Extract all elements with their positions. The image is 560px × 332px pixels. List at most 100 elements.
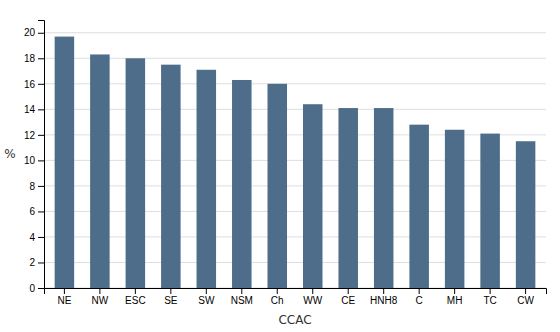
y-tick-label: 12 <box>24 130 36 141</box>
bars <box>55 37 536 288</box>
x-tick-mark <box>419 288 420 294</box>
x-tick-mark <box>277 288 278 294</box>
y-tick: 16 <box>24 79 44 90</box>
y-tick-label: 10 <box>24 155 36 166</box>
y-tick-label: 18 <box>24 53 36 64</box>
y-tick-label: 2 <box>29 257 35 268</box>
grid-line <box>44 58 546 59</box>
x-tick: NSM <box>231 288 253 306</box>
y-tick: 20 <box>24 27 44 38</box>
x-tick: CE <box>341 288 355 306</box>
bar <box>303 104 323 288</box>
grid-line <box>44 211 546 212</box>
x-tick: Ch <box>271 288 284 306</box>
x-tick: SE <box>164 288 178 306</box>
y-tick-label: 0 <box>29 283 35 294</box>
bar <box>197 70 217 288</box>
x-axis-label: CCAC <box>278 313 311 327</box>
y-tick-mark <box>38 135 44 136</box>
x-tick-label: MH <box>447 295 463 306</box>
bar <box>268 84 288 288</box>
x-tick: CW <box>517 288 534 306</box>
y-tick-mark <box>38 160 44 161</box>
x-tick-label: CE <box>341 295 355 306</box>
x-tick-label: CW <box>517 295 534 306</box>
y-tick-label: 6 <box>29 206 35 217</box>
y-tick-mark <box>38 186 44 187</box>
x-tick-label: Ch <box>271 295 284 306</box>
x-tick-mark <box>383 288 384 294</box>
x-tick-mark <box>170 288 171 294</box>
y-tick-mark <box>38 237 44 238</box>
y-tick-label: 8 <box>29 181 35 192</box>
x-tick-label: SE <box>164 295 178 306</box>
x-tick-mark <box>348 288 349 294</box>
x-tick-label: TC <box>483 295 496 306</box>
y-axis-label: % <box>4 147 15 161</box>
chart-container: NE NW ESC SE SW NSM Ch WW CE HNH8 C MH TC CW 0 2 4 6 8 10 12… <box>0 0 560 332</box>
x-tick-label: C <box>416 295 423 306</box>
x-axis-line <box>45 289 547 295</box>
bar <box>516 141 536 288</box>
y-tick-mark <box>38 58 44 59</box>
x-axis: NE NW ESC SE SW NSM Ch WW CE HNH8 C MH TC CW <box>45 288 547 306</box>
x-tick: MH <box>447 288 463 306</box>
x-tick-label: HNH8 <box>370 295 398 306</box>
grid-line <box>44 160 546 161</box>
bar <box>161 65 181 288</box>
bar <box>338 108 358 288</box>
chart-svg: NE NW ESC SE SW NSM Ch WW CE HNH8 C MH TC CW 0 2 4 6 8 10 12… <box>0 0 560 332</box>
y-axis-line <box>38 21 45 289</box>
x-tick-mark <box>99 288 100 294</box>
grid-line <box>44 32 546 33</box>
bar <box>55 37 75 288</box>
y-tick-label: 14 <box>24 104 36 115</box>
y-tick: 12 <box>24 130 44 141</box>
x-tick-mark <box>241 288 242 294</box>
plot-area: NE NW ESC SE SW NSM Ch WW CE HNH8 C MH TC CW 0 2 4 6 8 10 12… <box>24 21 547 307</box>
x-tick-mark <box>135 288 136 294</box>
bar <box>90 54 110 288</box>
grid <box>44 33 546 288</box>
y-tick-mark <box>38 262 44 263</box>
x-tick-label: SW <box>198 295 215 306</box>
y-tick: 10 <box>24 155 44 166</box>
grid-line <box>44 236 546 237</box>
x-tick-mark <box>454 288 455 294</box>
x-tick-mark <box>206 288 207 294</box>
y-tick-mark <box>38 84 44 85</box>
y-tick-label: 20 <box>24 27 36 38</box>
bar <box>232 80 252 288</box>
grid-line <box>44 83 546 84</box>
y-tick: 4 <box>29 232 44 243</box>
bar <box>374 108 394 288</box>
x-tick: NE <box>57 288 71 306</box>
x-tick-mark <box>490 288 491 294</box>
x-tick: TC <box>483 288 496 306</box>
y-tick-mark <box>38 211 44 212</box>
y-tick-label: 16 <box>24 79 36 90</box>
y-tick-mark <box>38 109 44 110</box>
bar <box>126 58 146 288</box>
y-tick: 2 <box>29 257 44 268</box>
x-tick-mark <box>64 288 65 294</box>
bar <box>409 125 429 288</box>
bar <box>480 134 500 288</box>
grid-line <box>44 185 546 186</box>
x-tick: NW <box>92 288 109 306</box>
y-tick: 18 <box>24 53 44 64</box>
x-tick-mark <box>312 288 313 294</box>
y-tick-mark <box>38 33 44 34</box>
y-tick: 8 <box>29 181 44 192</box>
grid-line <box>44 134 546 135</box>
x-tick-label: ESC <box>125 295 146 306</box>
x-tick: ESC <box>125 288 146 306</box>
x-tick-label: NE <box>57 295 71 306</box>
y-tick: 14 <box>24 104 44 115</box>
x-tick-label: NSM <box>231 295 253 306</box>
x-tick-label: WW <box>303 295 322 306</box>
y-tick-label: 4 <box>29 232 35 243</box>
x-tick: C <box>416 288 423 306</box>
y-tick: 0 <box>29 283 44 294</box>
x-tick-label: NW <box>92 295 109 306</box>
